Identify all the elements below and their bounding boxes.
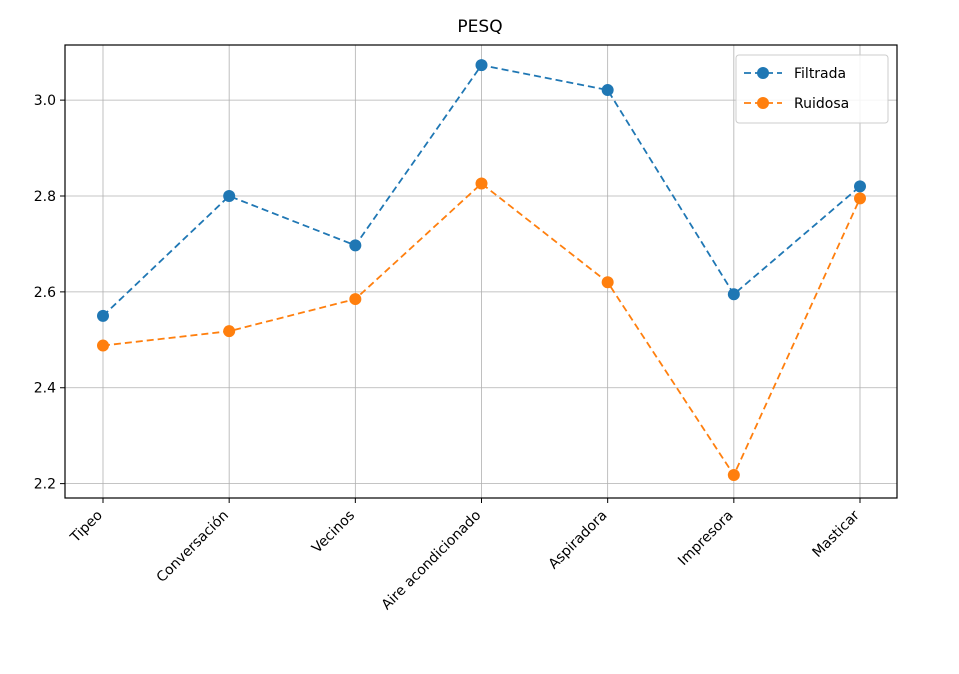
series-point-1	[223, 325, 236, 338]
y-tick-label: 2.8	[34, 189, 56, 205]
series-point-0	[854, 180, 866, 193]
y-tick-label: 2.2	[34, 477, 56, 493]
series-point-0	[223, 190, 236, 202]
grid	[65, 45, 897, 498]
chart-title: PESQ	[457, 17, 502, 37]
x-tick-label: Vecinos	[309, 508, 358, 557]
y-axis: 2.2 2.4 2.6 2.8 3.0	[34, 93, 65, 493]
series-point-0	[475, 59, 488, 72]
x-tick-label: Impresora	[675, 508, 736, 569]
series-layer	[97, 59, 866, 481]
legend-box	[735, 54, 889, 124]
x-tick-label: Tipeo	[67, 508, 106, 547]
series-point-0	[349, 239, 362, 252]
series-point-1	[475, 177, 488, 190]
legend-label-1: Ruidosa	[794, 96, 849, 112]
series-point-0	[601, 84, 614, 97]
legend-marker-0	[757, 67, 769, 79]
y-tick-label: 2.4	[34, 381, 56, 397]
y-tick-label: 3.0	[34, 93, 56, 109]
x-tick-label: Conversación	[154, 508, 232, 586]
series-point-1	[97, 339, 109, 352]
series-point-1	[349, 293, 362, 306]
series-point-1	[727, 468, 740, 481]
legend-marker-1	[757, 97, 769, 109]
y-tick-label: 2.6	[34, 285, 56, 301]
series-point-1	[854, 192, 866, 205]
legend: Filtrada Ruidosa	[735, 54, 889, 124]
x-axis: Tipeo Conversación Vecinos Aire acondiciona…	[67, 498, 863, 613]
series-point-0	[727, 288, 740, 301]
x-tick-label: Aspiradora	[546, 508, 611, 573]
x-tick-label: Masticar	[810, 507, 863, 560]
series-point-0	[97, 309, 109, 322]
x-tick-label: Aire acondicionado	[379, 508, 485, 614]
series-point-1	[601, 276, 614, 289]
legend-label-0: Filtrada	[794, 66, 846, 82]
